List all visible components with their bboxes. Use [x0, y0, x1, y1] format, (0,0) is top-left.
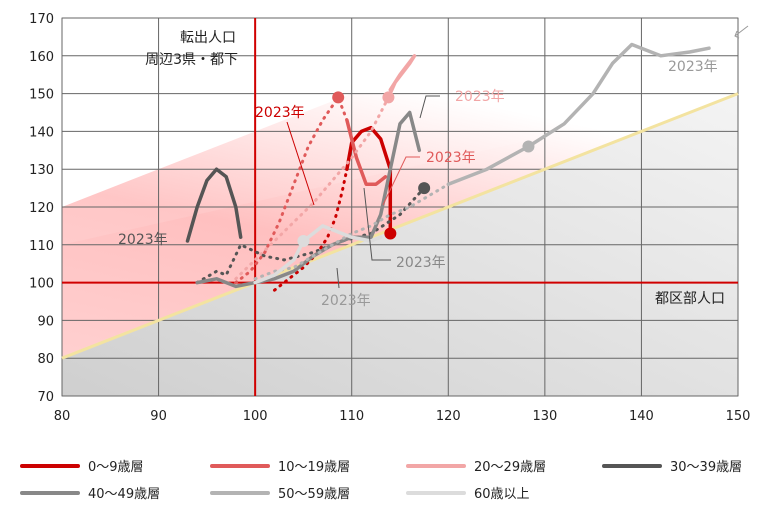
y-axis-note-2: 周辺3県・都下 — [145, 52, 238, 68]
year-label-0-9: 2023年 — [255, 105, 305, 121]
year-label-40-49: 2023年 — [396, 255, 446, 271]
series-6 — [253, 224, 383, 285]
legend-item: 40～49歳層 — [20, 487, 160, 502]
legend-label: 30～39歳層 — [670, 460, 742, 475]
x-tick-label: 110 — [339, 409, 364, 424]
leader-10-19 — [382, 156, 420, 206]
x-tick-label: 100 — [243, 409, 268, 424]
series-1 — [234, 91, 388, 285]
leader-20-29 — [419, 95, 440, 119]
legend-label: 50～59歳層 — [278, 487, 350, 502]
series-end-marker — [297, 235, 310, 248]
y-tick-label: 110 — [29, 239, 54, 254]
year-label-10-19: 2023年 — [426, 150, 476, 166]
legend: 0～9歳層 10～19歳層 20～29歳層 30～39歳層 40～49歳層 50～59歳層… — [20, 460, 742, 502]
label-leader-lines — [286, 25, 749, 289]
x-tick-label: 140 — [629, 409, 654, 424]
y-tick-label: 140 — [29, 125, 54, 140]
diagonal-line — [61, 92, 739, 360]
series-dotted-line — [273, 167, 349, 292]
axis-ticks: 80 90 100 110 120 130 140 150708090100110120130… — [29, 12, 750, 424]
legend-label: 60歳以上 — [474, 487, 530, 502]
series-3 — [185, 167, 431, 285]
leader-0-9 — [286, 121, 315, 206]
y-tick-label: 70 — [37, 390, 54, 405]
x-tick-label: 90 — [150, 409, 167, 424]
y-tick-label: 170 — [29, 12, 54, 27]
series-end-marker — [522, 140, 535, 153]
y-tick-label: 160 — [29, 50, 54, 65]
series-solid-line — [386, 54, 417, 100]
x-axis-note: 都区部人口 — [655, 291, 725, 307]
legend-item: 10～19歳層 — [210, 460, 350, 475]
leader-60-plus — [336, 267, 340, 289]
legend-item: 60歳以上 — [406, 487, 530, 502]
reference-lines — [61, 18, 739, 396]
series-dotted-line — [234, 94, 349, 285]
year-label-30-39: 2023年 — [118, 232, 168, 248]
series-extra-line — [185, 167, 243, 243]
series-solid-line — [253, 224, 383, 285]
year-label-20-29: 2023年 — [455, 89, 505, 105]
legend-item: 30～39歳層 — [602, 460, 742, 475]
series-2 — [234, 54, 417, 281]
y-tick-label: 120 — [29, 201, 54, 216]
y-axis-note-1: 転出人口 — [180, 30, 236, 46]
legend-item: 0～9歳層 — [20, 460, 144, 475]
series-end-marker — [382, 91, 395, 104]
y-tick-label: 90 — [37, 314, 54, 329]
year-label-50-59: 2023年 — [668, 59, 718, 75]
series-solid-line — [345, 125, 393, 236]
y-tick-label: 150 — [29, 88, 54, 103]
series-layer — [185, 42, 711, 292]
legend-label: 20～29歳層 — [474, 460, 546, 475]
series-end-marker — [418, 182, 431, 195]
legend-label: 10～19歳層 — [278, 460, 350, 475]
series-dotted-line — [195, 186, 426, 285]
y-tick-label: 80 — [37, 352, 54, 367]
arrow-head-icon — [734, 30, 740, 39]
series-dotted-line — [234, 95, 390, 281]
y-tick-label: 130 — [29, 163, 54, 178]
series-solid-line — [446, 42, 711, 187]
leader-40-49 — [363, 187, 391, 261]
series-0 — [273, 125, 397, 292]
x-tick-label: 80 — [54, 409, 71, 424]
legend-label: 40～49歳層 — [88, 487, 160, 502]
year-label-60-plus: 2023年 — [321, 293, 371, 309]
legend-label: 0～9歳層 — [88, 460, 144, 475]
legend-item: 20～29歳層 — [406, 460, 546, 475]
leader-50-59-arrow — [734, 25, 749, 37]
x-tick-label: 120 — [436, 409, 461, 424]
x-tick-label: 130 — [532, 409, 557, 424]
legend-item: 50～59歳層 — [210, 487, 350, 502]
series-dotted-line — [253, 182, 450, 281]
series-end-marker — [332, 91, 345, 104]
y-tick-label: 100 — [29, 277, 54, 292]
series-end-marker — [384, 227, 397, 240]
x-tick-label: 150 — [726, 409, 751, 424]
series-solid-line — [345, 118, 388, 187]
series-5 — [253, 42, 711, 281]
